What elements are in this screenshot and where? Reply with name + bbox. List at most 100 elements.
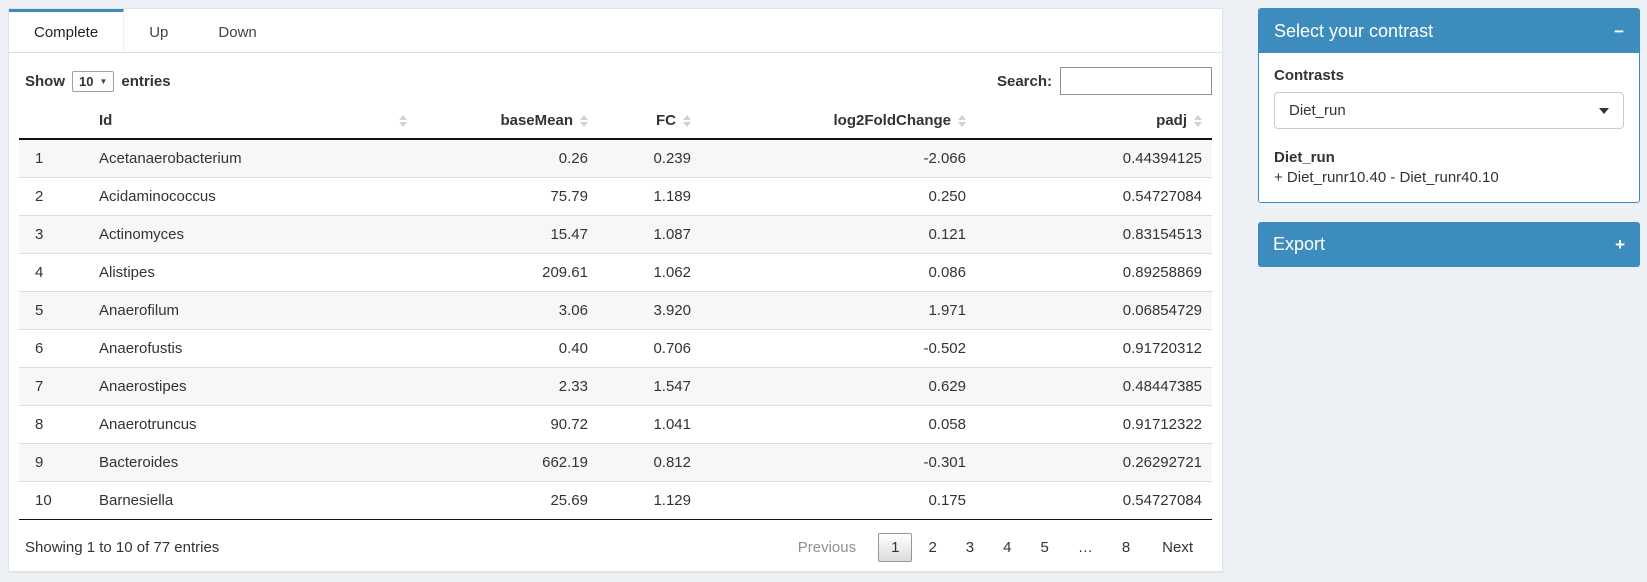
row-fc-cell: 0.239 [653, 150, 691, 167]
col-id-label: Id [99, 112, 113, 129]
previous-page-button[interactable]: Previous [797, 539, 857, 556]
header-row: Id baseMean FC [19, 103, 1212, 140]
col-basemean-header[interactable]: baseMean [417, 103, 598, 140]
row-fc-cell: 0.812 [598, 443, 701, 482]
table-controls: Show 10 ▼ entries Search: [9, 53, 1222, 99]
row-log2fc-cell: 0.629 [701, 367, 976, 406]
table-row[interactable]: 9 Bacteroides 662.19 0.812 -0.301 0.2629… [19, 443, 1212, 482]
row-padj-cell: 0.91712322 [976, 405, 1212, 444]
row-basemean-cell: 209.61 [417, 253, 598, 292]
row-id-cell: Anaerofustis [89, 329, 417, 368]
row-padj-cell: 0.83154513 [976, 215, 1212, 254]
collapse-plus-icon[interactable]: + [1615, 235, 1625, 254]
page-button[interactable]: 2 [928, 539, 937, 556]
row-fc-cell: 0.706 [598, 329, 701, 368]
table-info: Showing 1 to 10 of 77 entries [25, 539, 220, 556]
sort-icon [399, 114, 407, 127]
table-body: 1 Acetanaerobacterium 0.26 0.239 -2.066 … [19, 139, 1212, 520]
sort-icon [580, 114, 588, 127]
row-id-cell: Anaerofilum [89, 291, 417, 330]
page-length-control: Show 10 ▼ entries [25, 70, 171, 92]
table-row[interactable]: 7 Anaerostipes 2.33 1.547 0.629 0.484473… [19, 367, 1212, 406]
row-basemean-cell: 0.40 [417, 329, 598, 368]
tab-up-label: Up [149, 23, 169, 41]
table-row[interactable]: 6 Anaerofustis 0.40 0.706 -0.502 0.91720… [19, 329, 1212, 368]
collapse-minus-icon[interactable]: − [1614, 21, 1624, 41]
page-button[interactable]: 4 [1003, 539, 1012, 556]
page-button[interactable]: 5 [1040, 539, 1049, 556]
row-id-cell: Actinomyces [89, 215, 417, 254]
row-index-cell: 6 [19, 329, 89, 368]
export-box: Export + [1258, 222, 1640, 267]
row-index-cell: 10 [19, 481, 89, 520]
chevron-down-icon: ▼ [99, 76, 108, 86]
row-id-cell: Bacteroides [89, 443, 417, 482]
tab-complete-label: Complete [34, 23, 99, 41]
row-fc-cell: 1.129 [598, 481, 701, 520]
export-box-header: Export + [1258, 222, 1640, 267]
row-index-cell: 7 [19, 367, 89, 406]
col-fc-label: FC [656, 112, 676, 129]
row-log2fc-cell: 0.175 [701, 481, 976, 520]
row-fc-cell: 3.920 [598, 291, 701, 330]
row-log2fc-cell: -2.066 [923, 150, 966, 167]
col-padj-header[interactable]: padj [976, 103, 1212, 140]
search-input[interactable] [1060, 67, 1212, 95]
page-button[interactable]: 3 [965, 539, 975, 556]
row-padj-cell: 0.06854729 [976, 291, 1212, 330]
col-padj-label: padj [1156, 112, 1187, 129]
table-row[interactable]: 5 Anaerofilum 3.06 3.920 1.971 0.0685472… [19, 291, 1212, 330]
row-basemean-cell: 0.26 [558, 150, 588, 167]
row-index-cell: 1 [35, 150, 44, 167]
row-id-cell: Anaerotruncus [89, 405, 417, 444]
page-length-select[interactable]: 10 ▼ [72, 70, 115, 92]
row-fc-cell: 1.087 [598, 215, 701, 254]
col-fc-header[interactable]: FC [598, 103, 701, 140]
page-button[interactable]: 8 [1121, 539, 1131, 556]
table-row[interactable]: 8 Anaerotruncus 90.72 1.041 0.058 0.9171… [19, 405, 1212, 444]
contrast-detail-title: Diet_run [1274, 149, 1335, 166]
row-padj-cell: 0.48447385 [976, 367, 1212, 406]
page-ellipsis: … [1077, 539, 1093, 556]
row-padj-cell: 0.54727084 [976, 481, 1212, 520]
row-id-cell: Alistipes [89, 253, 417, 292]
contrast-box: Select your contrast − Contrasts Diet_ru… [1258, 8, 1640, 203]
table-row[interactable]: 3 Actinomyces 15.47 1.087 0.121 0.831545… [19, 215, 1212, 254]
row-id-cell: Acetanaerobacterium [99, 150, 242, 167]
col-id-header[interactable]: Id [89, 103, 417, 140]
table-row[interactable]: 4 Alistipes 209.61 1.062 0.086 0.8925886… [19, 253, 1212, 292]
row-log2fc-cell: 1.971 [701, 291, 976, 330]
col-log2fc-header[interactable]: log2FoldChange [701, 103, 976, 140]
contrast-box-body: Contrasts Diet_run Diet_run + Diet_runr1… [1259, 53, 1639, 202]
row-index-cell: 8 [19, 405, 89, 444]
next-page-button[interactable]: Next [1162, 539, 1193, 556]
search-label: Search: [996, 72, 1052, 90]
pagination-pages: 1 2 3 4 5 … 8 [875, 533, 1143, 562]
contrast-select[interactable]: Diet_run [1274, 92, 1624, 129]
row-log2fc-cell: -0.301 [701, 443, 976, 482]
sort-icon [683, 114, 691, 127]
row-basemean-cell: 15.47 [417, 215, 598, 254]
row-index-cell: 2 [19, 177, 89, 216]
contrasts-label: Contrasts [1274, 67, 1345, 84]
tab-down[interactable]: Down [193, 9, 281, 52]
table-row[interactable]: 10 Barnesiella 25.69 1.129 0.175 0.54727… [19, 481, 1212, 520]
row-padj-cell: 0.26292721 [976, 443, 1212, 482]
contrast-select-value: Diet_run [1289, 102, 1346, 119]
page-button[interactable]: 1 [878, 533, 913, 562]
row-index-cell: 9 [19, 443, 89, 482]
results-card: Complete Up Down Show 10 ▼ entries Searc… [8, 8, 1223, 572]
tab-complete[interactable]: Complete [9, 9, 125, 52]
col-basemean-label: baseMean [500, 112, 573, 129]
row-basemean-cell: 25.69 [417, 481, 598, 520]
tab-up[interactable]: Up [124, 9, 193, 52]
row-log2fc-cell: -0.502 [701, 329, 976, 368]
data-table-wrap: Id baseMean FC [9, 99, 1222, 520]
row-index-cell: 4 [19, 253, 89, 292]
caret-down-icon [1599, 107, 1609, 114]
contrast-box-title: Select your contrast [1274, 20, 1434, 41]
tab-down-label: Down [218, 23, 257, 41]
table-row[interactable]: 2 Acidaminococcus 75.79 1.189 0.250 0.54… [19, 177, 1212, 216]
table-row[interactable]: 1 Acetanaerobacterium 0.26 0.239 -2.066 … [19, 139, 1212, 178]
row-basemean-cell: 662.19 [417, 443, 598, 482]
